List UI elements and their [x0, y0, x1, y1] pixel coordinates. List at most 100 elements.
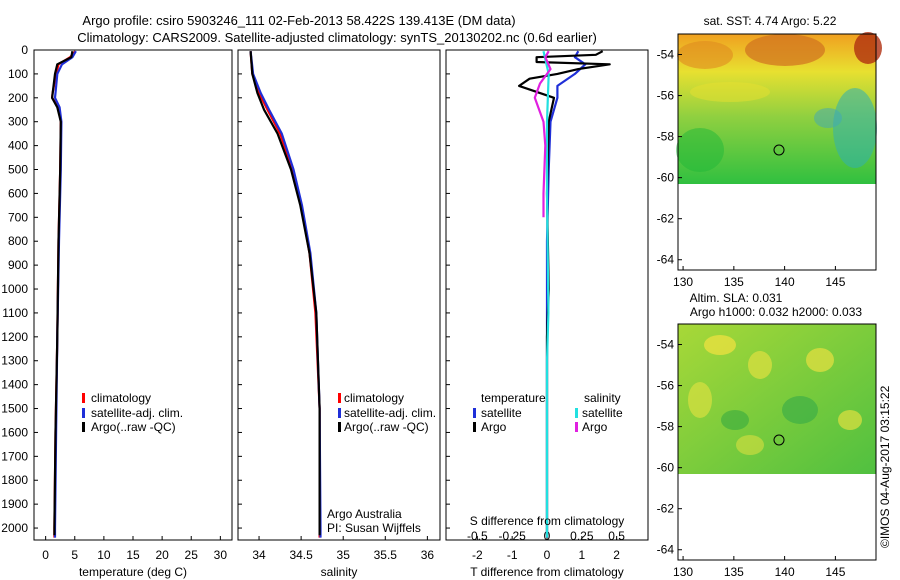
satellite-line [249, 51, 322, 538]
sla-map-title-line2: Argo h1000: 0.032 h2000: 0.033 [690, 305, 862, 319]
depth-tick-label: 500 [8, 163, 28, 177]
salinity-difference-ticks: -0.5 -0.25 0 0.25 0.5 [467, 529, 625, 543]
s-satellite-line [542, 50, 550, 538]
depth-tick-label: 1100 [2, 306, 28, 320]
pi-annotation: PI: Susan Wijffels [327, 521, 421, 535]
x-tick-label: 36 [421, 548, 435, 562]
sla-argo-marker [773, 434, 785, 446]
sst-map-ticks: 130 135 140 145 -54 -56 -58 -60 -62 -64 [657, 48, 846, 289]
map-y-tick-label: -62 [657, 502, 675, 516]
map-y-tick-label: -64 [657, 253, 675, 267]
x-tick-label: 10 [97, 548, 111, 562]
map-x-tick-label: 130 [673, 275, 693, 289]
depth-tick-label: 100 [8, 67, 28, 81]
t-satellite-line [545, 50, 587, 538]
argo-line [249, 51, 321, 536]
salinity-legend: climatology satellite-adj. clim. Argo(..… [338, 391, 436, 434]
temperature-x-ticks: 0 5 10 15 20 25 30 [42, 536, 227, 562]
legend-climatology-label: climatology [91, 391, 151, 405]
depth-tick-label: 1200 [1, 330, 28, 344]
map-x-tick-label: 135 [724, 275, 744, 289]
x-tick-label: 34.5 [289, 548, 313, 562]
x-tick-label: 5 [71, 548, 78, 562]
x-tick-label: 35.5 [374, 548, 398, 562]
depth-tick-label: 700 [8, 210, 28, 224]
legend-s-satellite-label: satellite [582, 406, 623, 420]
s-tick-label: 0.5 [608, 529, 625, 543]
map-y-tick-label: -58 [657, 130, 675, 144]
salinity-profile-lines [249, 51, 322, 538]
map-y-tick-label: -54 [657, 48, 675, 62]
sla-map-field [678, 324, 876, 474]
x-tick-label: 0 [42, 548, 49, 562]
x-tick-label: 15 [126, 548, 140, 562]
legend-s-satellite-swatch [575, 408, 578, 418]
legend-t-argo-swatch [473, 422, 476, 432]
legend-temperature-header: temperature [481, 391, 546, 405]
depth-tick-label: 1500 [1, 402, 28, 416]
legend-argo-swatch [338, 422, 341, 432]
difference-top-xlabel: S difference from climatology [470, 514, 625, 528]
sla-map-frame [677, 323, 877, 561]
difference-x-ticks: -2 -1 0 1 2 [472, 536, 620, 562]
depth-tick-label: 300 [8, 115, 28, 129]
legend-climatology-swatch [82, 393, 85, 403]
legend-argo-swatch [82, 422, 85, 432]
legend-satellite-label: satellite-adj. clim. [91, 406, 183, 420]
s-argo-line [533, 50, 552, 218]
argo-australia-annotation: Argo Australia [327, 507, 402, 521]
x-tick-label: 20 [155, 548, 169, 562]
salinity-panel-frame [237, 49, 441, 541]
s-tick-label: -0.25 [498, 529, 526, 543]
map-x-tick-label: 145 [825, 565, 845, 579]
s-tick-label: -0.5 [467, 529, 488, 543]
depth-tick-label: 600 [8, 186, 28, 200]
x-tick-label: -1 [507, 548, 518, 562]
depth-tick-label: 1800 [1, 473, 28, 487]
argo-line [50, 51, 74, 536]
x-tick-label: 30 [214, 548, 228, 562]
map-x-tick-label: 140 [775, 275, 795, 289]
difference-xlabel: T difference from climatology [470, 565, 624, 579]
map-y-tick-label: -64 [657, 543, 675, 557]
difference-profile-lines [517, 50, 611, 538]
x-tick-label: 1 [578, 548, 585, 562]
depth-tick-label: 400 [8, 139, 28, 153]
depth-tick-label: 1300 [1, 354, 28, 368]
depth-tick-label: 1600 [1, 425, 28, 439]
x-tick-label: 2 [613, 548, 620, 562]
depth-tick-label: 200 [8, 91, 28, 105]
temperature-legend: climatology satellite-adj. clim. Argo(..… [82, 391, 183, 434]
map-y-tick-label: -62 [657, 212, 675, 226]
legend-satellite-label: satellite-adj. clim. [344, 406, 436, 420]
legend-s-argo-swatch [575, 422, 578, 432]
map-y-tick-label: -60 [657, 461, 675, 475]
legend-t-argo-label: Argo [481, 420, 507, 434]
figure-title-line1: Argo profile: csiro 5903246_111 02-Feb-2… [82, 13, 515, 28]
imos-timestamp: ©IMOS 04-Aug-2017 03:15:22 [878, 385, 892, 548]
map-y-tick-label: -60 [657, 171, 675, 185]
legend-argo-label: Argo(..raw -QC) [344, 420, 429, 434]
t-argo-line [517, 50, 611, 536]
depth-tick-label: 1700 [1, 449, 28, 463]
figure-title-line2: Climatology: CARS2009. Satellite-adjuste… [77, 30, 597, 45]
legend-t-satellite-swatch [473, 408, 476, 418]
map-x-tick-label: 130 [673, 565, 693, 579]
sst-map-frame [677, 33, 877, 271]
depth-tick-label: 0 [21, 43, 28, 57]
sst-map-field [676, 32, 882, 184]
legend-salinity-header: salinity [584, 391, 621, 405]
sst-map-title: sat. SST: 4.74 Argo: 5.22 [704, 14, 837, 28]
legend-satellite-swatch [338, 408, 341, 418]
temperature-profile-lines [50, 50, 77, 538]
x-tick-label: 25 [185, 548, 199, 562]
x-tick-label: 0 [544, 548, 551, 562]
legend-climatology-label: climatology [344, 391, 404, 405]
s-tick-label: 0.25 [570, 529, 594, 543]
map-x-tick-label: 140 [775, 565, 795, 579]
depth-tick-label: 900 [8, 258, 28, 272]
climatology-line [249, 51, 321, 538]
depth-axis: 0 100 200 300 400 500 600 700 800 900 1000 1100 1200… [1, 43, 450, 535]
x-tick-label: 35 [337, 548, 351, 562]
